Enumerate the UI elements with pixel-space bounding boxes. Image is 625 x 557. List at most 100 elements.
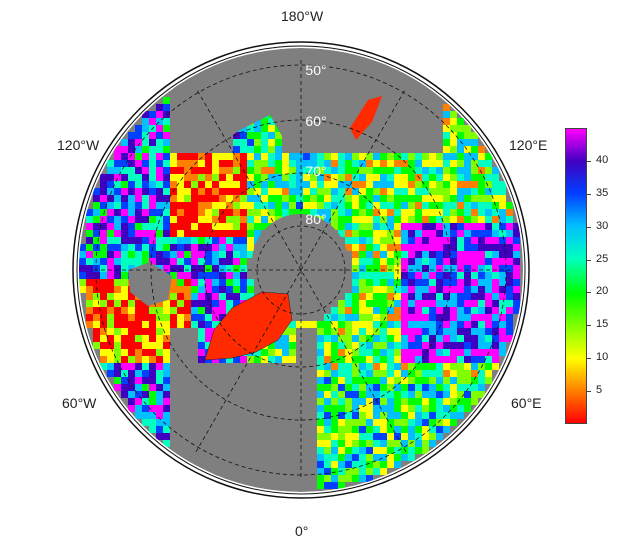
latitude-labels: 50°60°70°80°	[305, 62, 326, 227]
land-cell	[436, 405, 443, 412]
land-cell	[422, 356, 429, 363]
colorbar-tick-label: 5	[596, 384, 603, 397]
land-cell	[380, 153, 387, 160]
land-cell	[457, 405, 464, 412]
land-cell	[324, 335, 331, 342]
land-cell	[93, 188, 100, 195]
land-cell	[121, 300, 128, 307]
land-cell	[212, 300, 219, 307]
land-cell	[226, 356, 233, 363]
land-cell	[163, 237, 170, 244]
land-cell	[233, 258, 240, 265]
land-cell	[457, 307, 464, 314]
land-cell	[128, 216, 135, 223]
colorbar	[565, 128, 587, 424]
land-cell	[93, 328, 100, 335]
land-cell	[422, 300, 429, 307]
land-cell	[128, 230, 135, 237]
land-cell	[331, 433, 338, 440]
land-cell	[275, 139, 282, 146]
land-cell	[387, 370, 394, 377]
land-cell	[163, 195, 170, 202]
land-cell	[373, 188, 380, 195]
land-cell	[506, 265, 513, 272]
land-cell	[226, 251, 233, 258]
land-cell	[303, 195, 310, 202]
land-cell	[464, 398, 471, 405]
land-cell	[100, 244, 107, 251]
land-cell	[128, 167, 135, 174]
land-cell	[198, 153, 205, 160]
land-cell	[415, 356, 422, 363]
land-cell	[450, 118, 457, 125]
land-cell	[408, 244, 415, 251]
land-cell	[429, 384, 436, 391]
land-cell	[163, 258, 170, 265]
land-cell	[415, 258, 422, 265]
land-cell	[107, 195, 114, 202]
land-cell	[401, 342, 408, 349]
land-cell	[359, 426, 366, 433]
latitude-circle	[95, 64, 507, 476]
land-cell	[163, 139, 170, 146]
land-cell	[177, 223, 184, 230]
land-cell	[429, 230, 436, 237]
land-cell	[289, 349, 296, 356]
land-cell	[93, 244, 100, 251]
land-cell	[464, 321, 471, 328]
land-cell	[226, 244, 233, 251]
land-cell	[233, 356, 240, 363]
land-cell	[429, 419, 436, 426]
land-cell	[492, 181, 499, 188]
land-cell	[205, 300, 212, 307]
land-cell	[331, 314, 338, 321]
land-cell	[338, 202, 345, 209]
land-cell	[114, 146, 121, 153]
land-cell	[359, 321, 366, 328]
land-cell	[184, 244, 191, 251]
land-cell	[394, 188, 401, 195]
land-cell	[352, 174, 359, 181]
land-cell	[359, 174, 366, 181]
land-cell	[212, 314, 219, 321]
land-cell	[380, 314, 387, 321]
land-cell	[359, 405, 366, 412]
land-cell	[464, 132, 471, 139]
land-cell	[492, 279, 499, 286]
land-cell	[317, 412, 324, 419]
land-cell	[310, 209, 317, 216]
land-cell	[128, 300, 135, 307]
land-cell	[121, 286, 128, 293]
land-cell	[380, 209, 387, 216]
land-cell	[233, 174, 240, 181]
latitude-label: 50°	[305, 62, 326, 78]
land-cell	[366, 342, 373, 349]
land-cell	[422, 447, 429, 454]
land-cell	[506, 321, 513, 328]
land-cell	[380, 223, 387, 230]
land-cell	[429, 160, 436, 167]
land-cell	[163, 216, 170, 223]
land-cell	[359, 293, 366, 300]
land-cell	[149, 426, 156, 433]
land-cell	[394, 181, 401, 188]
land-cell	[191, 209, 198, 216]
land-cell	[464, 405, 471, 412]
land-cell	[450, 153, 457, 160]
land-cell	[499, 258, 506, 265]
land-cell	[338, 153, 345, 160]
land-cell	[163, 370, 170, 377]
land-cell	[422, 370, 429, 377]
land-cell	[156, 104, 163, 111]
land-cell	[422, 174, 429, 181]
land-cell	[401, 286, 408, 293]
land-cell	[429, 279, 436, 286]
land-cell	[128, 195, 135, 202]
land-cell	[205, 230, 212, 237]
land-cell	[450, 174, 457, 181]
land-cell	[387, 202, 394, 209]
land-cell	[107, 174, 114, 181]
land-cell	[408, 237, 415, 244]
land-cell	[135, 167, 142, 174]
land-cell	[450, 209, 457, 216]
